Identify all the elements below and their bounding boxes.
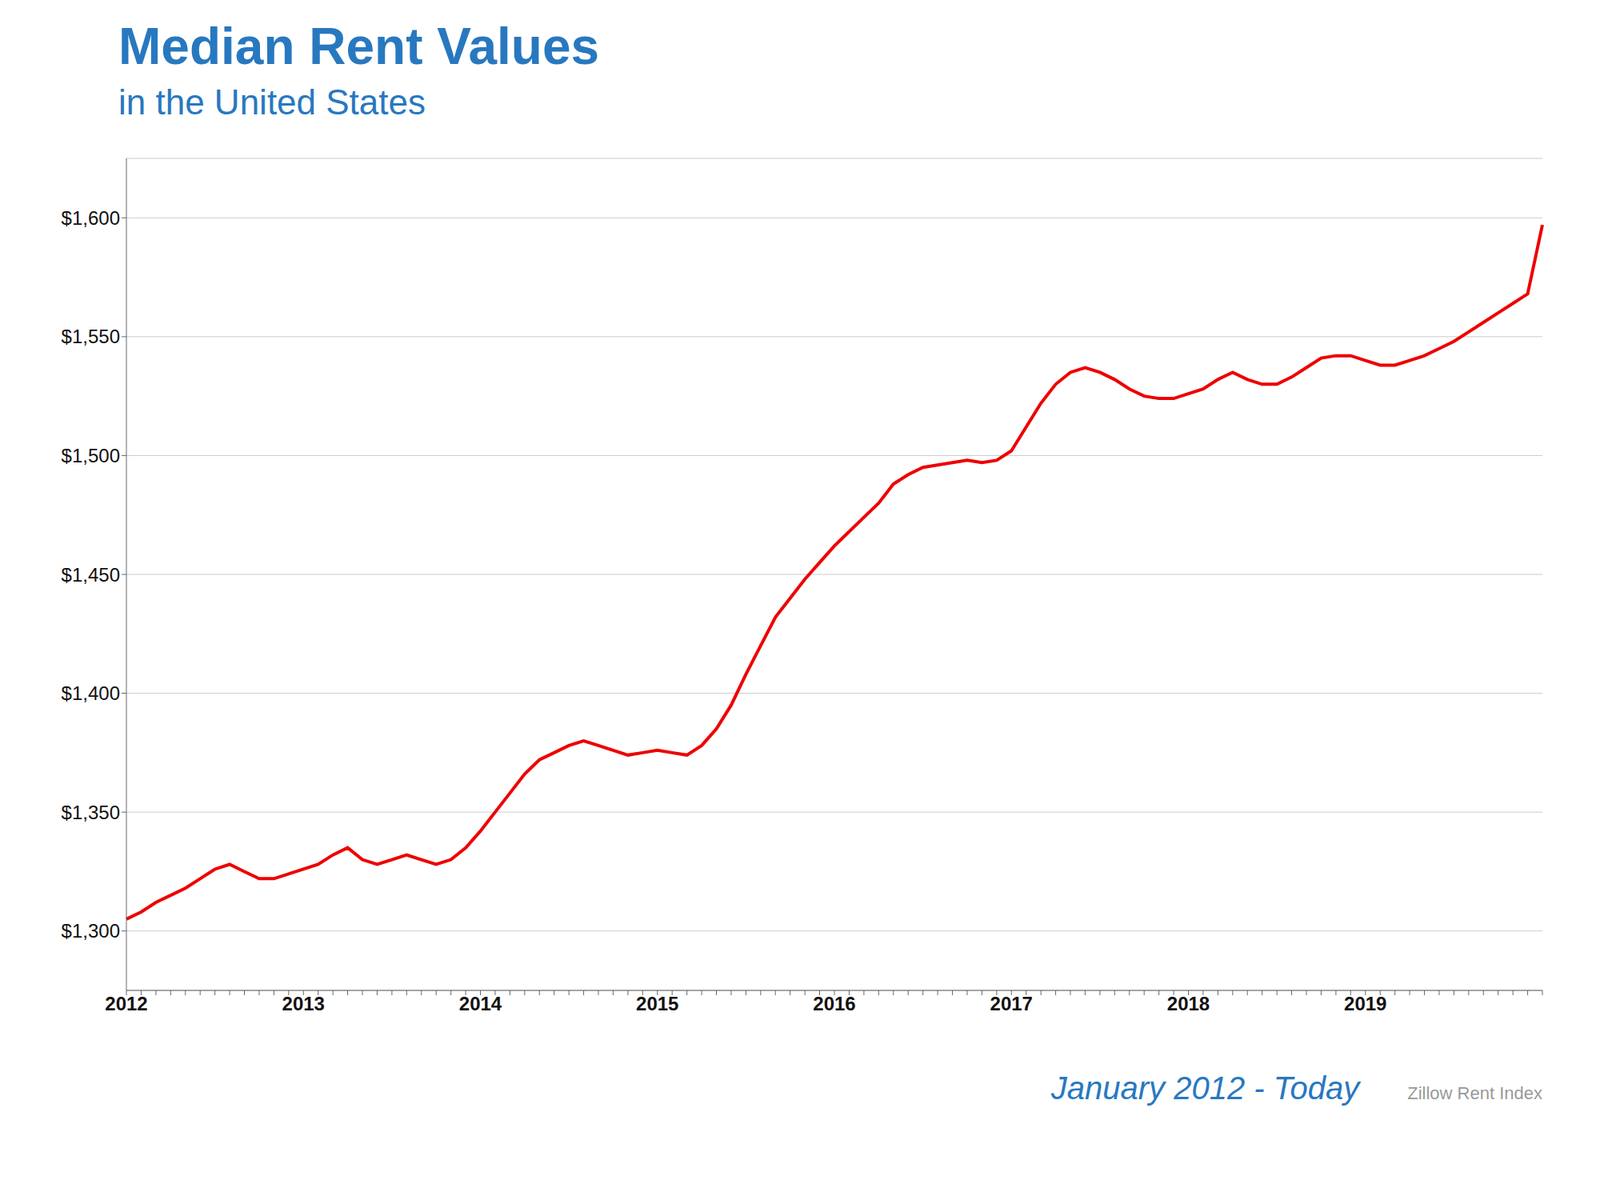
svg-text:2012: 2012 (104, 992, 148, 1015)
html-text:Median Rent Values: Median Rent Values (118, 17, 600, 76)
svg-text:2013: 2013 (282, 992, 325, 1015)
svg-text:$1,500: $1,500 (61, 444, 120, 467)
svg-text:2016: 2016 (812, 992, 856, 1015)
html-text:Zillow Rent Index: Zillow Rent Index (1407, 1083, 1543, 1104)
svg-text:$1,300: $1,300 (61, 920, 120, 942)
svg-text:2017: 2017 (990, 992, 1033, 1015)
html-text:January 2012 - Today: January 2012 - Today (1051, 1070, 1360, 1106)
svg-text:2014: 2014 (459, 992, 503, 1015)
svg-text:2015: 2015 (636, 992, 679, 1015)
svg-text:2019: 2019 (1344, 992, 1387, 1015)
svg-text:$1,450: $1,450 (61, 564, 120, 586)
svg-text:$1,600: $1,600 (61, 207, 120, 229)
html-text:in the United States: in the United States (118, 82, 426, 122)
svg-text:$1,400: $1,400 (61, 682, 120, 704)
svg-text:$1,350: $1,350 (61, 801, 120, 824)
svg-text:2018: 2018 (1167, 992, 1210, 1015)
svg-text:$1,550: $1,550 (61, 325, 120, 348)
